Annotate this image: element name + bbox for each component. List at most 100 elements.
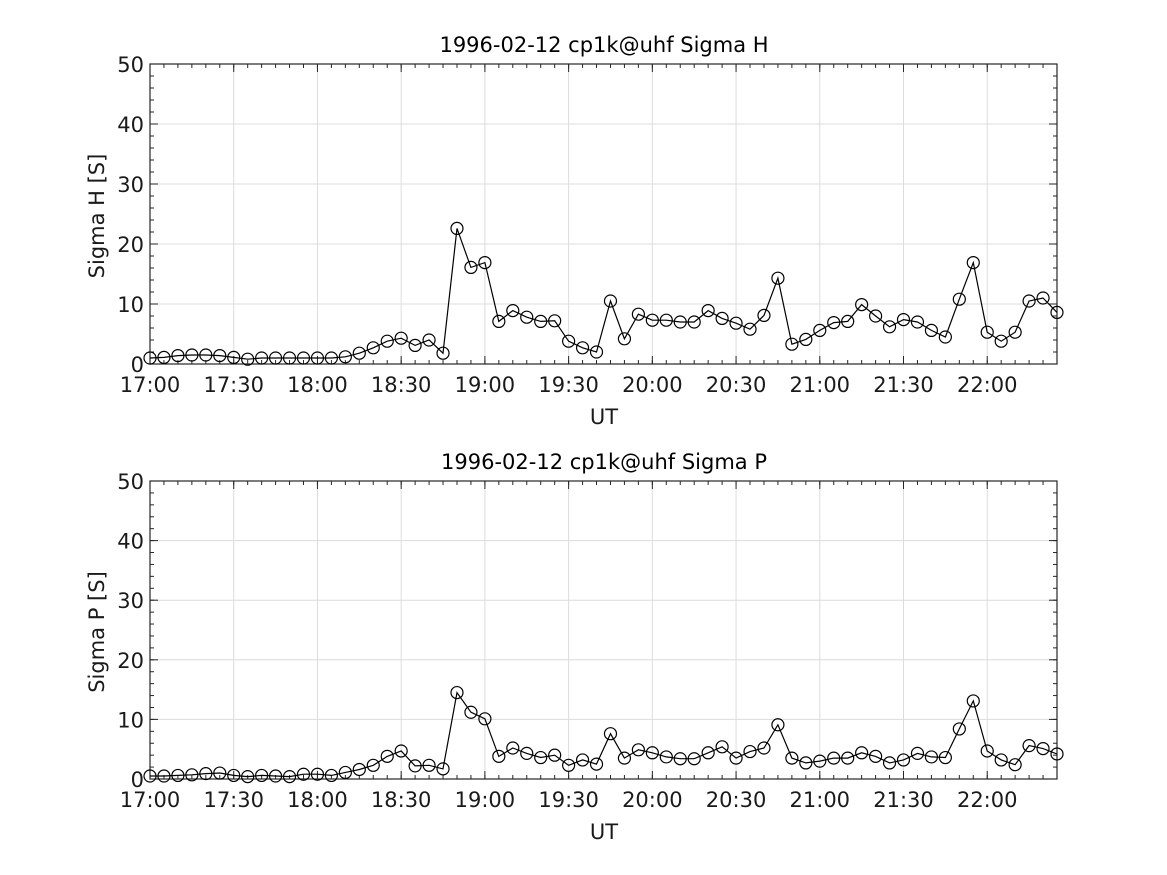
data-point bbox=[422, 333, 436, 347]
data-point bbox=[757, 741, 771, 755]
data-point bbox=[757, 308, 771, 322]
x-tick-label: 19:30 bbox=[538, 788, 599, 812]
y-tick-label: 50 bbox=[117, 470, 144, 494]
data-point bbox=[994, 334, 1008, 348]
data-point bbox=[673, 752, 687, 766]
axes-box bbox=[149, 480, 1058, 780]
data-point bbox=[827, 316, 841, 330]
data-point bbox=[408, 338, 422, 352]
data-point bbox=[1022, 294, 1036, 308]
data-point bbox=[1008, 325, 1022, 339]
major-ticks: 17:00 17:30 18:00 18:30 19:00 19:30 20:00 20:30… bbox=[117, 470, 1057, 812]
data-point bbox=[855, 746, 869, 760]
data-point bbox=[813, 323, 827, 337]
data-point bbox=[645, 746, 659, 760]
data-point bbox=[366, 341, 380, 355]
data-point bbox=[548, 314, 562, 328]
data-point bbox=[785, 337, 799, 351]
data-point bbox=[157, 769, 171, 783]
data-point bbox=[882, 756, 897, 770]
data-point bbox=[841, 751, 855, 765]
data-point bbox=[562, 334, 576, 348]
data-point bbox=[575, 341, 590, 355]
data-point bbox=[1050, 747, 1064, 761]
data-point bbox=[324, 768, 338, 783]
data-point bbox=[227, 768, 241, 783]
markers bbox=[143, 685, 1064, 784]
plot-area bbox=[150, 481, 1057, 779]
minor-ticks bbox=[149, 480, 1058, 780]
data-point bbox=[450, 221, 464, 235]
data-point bbox=[813, 754, 827, 768]
data-point bbox=[910, 746, 925, 760]
series-line bbox=[149, 228, 1058, 360]
data-point bbox=[659, 750, 673, 764]
series-line bbox=[150, 691, 1058, 778]
y-tick-label: 50 bbox=[117, 53, 144, 77]
data-point bbox=[241, 770, 255, 784]
data-point bbox=[227, 350, 241, 364]
data-point bbox=[1008, 758, 1022, 772]
data-point bbox=[213, 766, 227, 780]
data-point bbox=[896, 753, 911, 767]
data-point bbox=[492, 749, 506, 763]
data-point bbox=[924, 750, 939, 764]
data-point bbox=[687, 315, 701, 329]
data-point bbox=[352, 762, 366, 777]
x-axis-label: UT bbox=[590, 405, 618, 429]
data-point bbox=[157, 350, 171, 364]
data-point bbox=[255, 351, 269, 365]
data-point bbox=[603, 294, 618, 308]
data-point bbox=[966, 694, 980, 708]
data-point bbox=[799, 332, 813, 346]
data-point bbox=[464, 260, 478, 274]
y-tick-label: 20 bbox=[117, 233, 144, 257]
data-point bbox=[380, 334, 394, 348]
data-point bbox=[924, 323, 939, 337]
x-tick-label: 18:30 bbox=[371, 788, 432, 812]
y-tick-label: 20 bbox=[117, 649, 144, 673]
plot-area bbox=[150, 64, 1057, 364]
x-tick-label: 20:00 bbox=[622, 373, 683, 397]
x-tick-label: 21:30 bbox=[873, 788, 934, 812]
data-point bbox=[771, 718, 785, 732]
data-point bbox=[645, 313, 659, 327]
data-point bbox=[589, 345, 604, 359]
y-tick-label: 30 bbox=[117, 173, 144, 197]
y-tick-label: 0 bbox=[131, 768, 144, 792]
data-point bbox=[241, 352, 255, 366]
data-point bbox=[855, 298, 869, 312]
data-point bbox=[534, 750, 548, 765]
x-tick-label: 17:00 bbox=[120, 788, 181, 812]
data-point bbox=[1050, 305, 1064, 319]
data-point bbox=[324, 351, 338, 365]
data-point bbox=[366, 758, 380, 772]
y-tick-label: 10 bbox=[117, 293, 144, 317]
x-tick-label: 21:00 bbox=[790, 373, 851, 397]
data-point bbox=[575, 753, 590, 767]
data-point bbox=[171, 349, 185, 363]
x-tick-label: 17:00 bbox=[120, 373, 181, 397]
y-tick-label: 0 bbox=[131, 353, 144, 377]
data-point bbox=[715, 740, 729, 754]
x-tick-label: 17:30 bbox=[203, 373, 264, 397]
data-point bbox=[352, 346, 366, 360]
data-point bbox=[506, 304, 520, 318]
data-point bbox=[213, 349, 227, 363]
x-tick-label: 18:00 bbox=[287, 788, 348, 812]
x-tick-label: 21:00 bbox=[790, 788, 851, 812]
data-point bbox=[282, 770, 297, 784]
data-point bbox=[994, 753, 1008, 767]
data-point bbox=[185, 348, 199, 362]
data-point bbox=[882, 320, 897, 334]
data-point bbox=[729, 751, 743, 765]
data-point bbox=[868, 749, 883, 763]
chart-title: 1996-02-12 cp1k@uhf Sigma H bbox=[439, 33, 768, 57]
data-point bbox=[966, 256, 980, 270]
data-point bbox=[394, 744, 408, 758]
data-point bbox=[603, 727, 618, 741]
data-point bbox=[1022, 739, 1036, 753]
data-point bbox=[938, 330, 952, 344]
x-tick-label: 21:30 bbox=[873, 373, 934, 397]
